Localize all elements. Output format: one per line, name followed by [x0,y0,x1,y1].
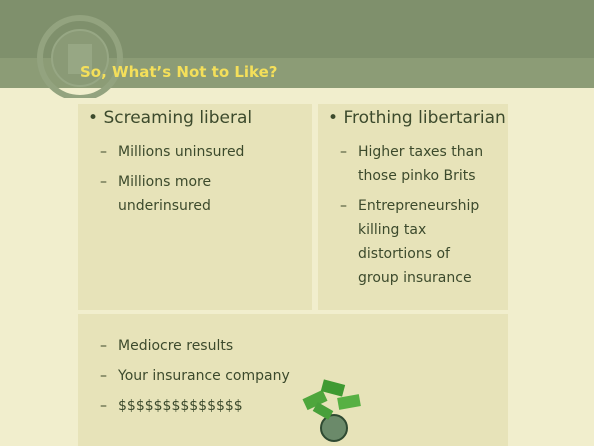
list-item: $$$$$$$$$$$$$$ [96,394,396,418]
left-box: Screaming liberal Millions uninsuredMill… [78,104,312,310]
list-item: Your insurance company [96,364,396,388]
list: Millions uninsured Millions more underins… [96,140,246,224]
heading: Frothing libertarian [328,108,505,128]
money-icon [302,379,361,442]
list-item: Entrepreneurship killing tax distortions… [336,194,486,290]
seal-logo [37,15,123,98]
heading: Screaming liberal [88,108,252,128]
list-item: Millions uninsured [96,140,246,164]
right-box: Frothing libertarian Higher taxes than t… [318,104,508,310]
list-item: Millions more underinsured [96,170,246,218]
slide-title: So, What’s Not to Like? [80,63,278,81]
bottom-box: Mediocre results Your insurance company $$… [78,314,508,446]
list-item: Higher taxes than those pinko Brits [336,140,486,188]
list: Higher taxes than those pinko Brits Entre… [336,140,486,296]
list-item: Mediocre results [96,334,396,358]
list: Mediocre results Your insurance company $$… [96,334,396,424]
